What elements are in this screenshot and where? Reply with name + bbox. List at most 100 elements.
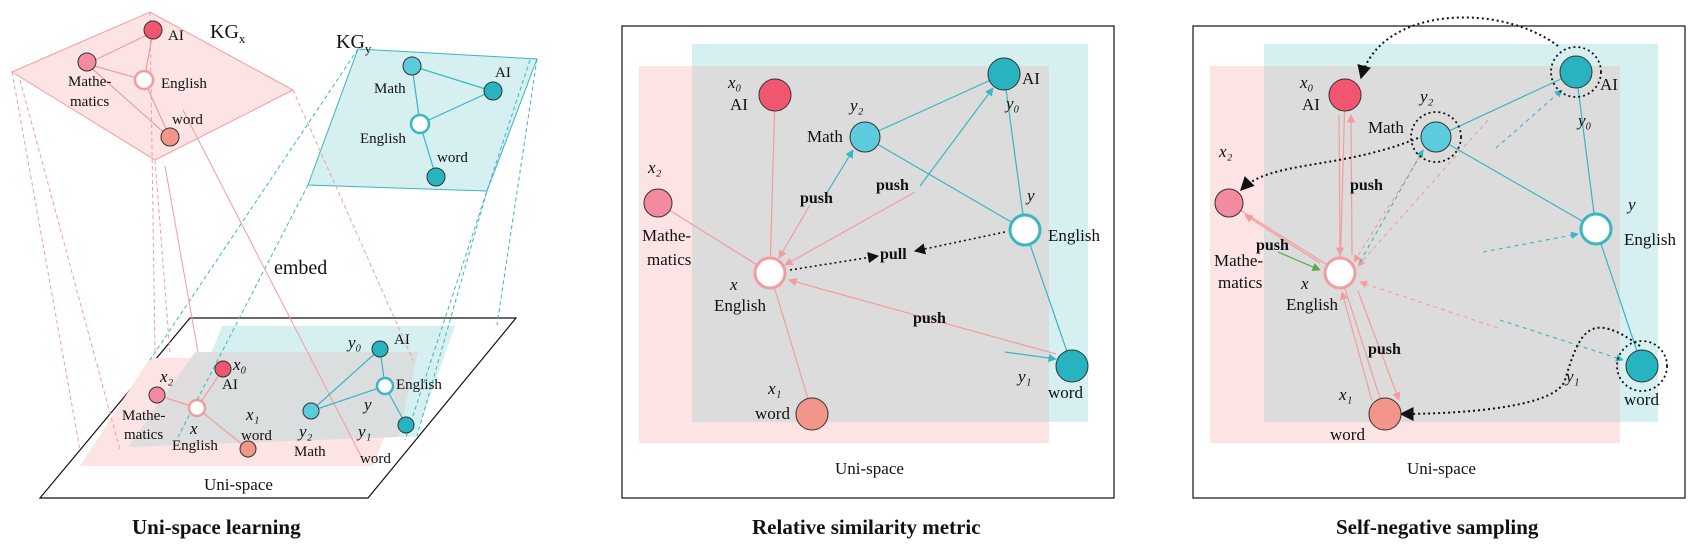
kgy-node-math — [402, 56, 422, 76]
uni-label-word-x: word — [241, 428, 272, 444]
kgx-label-ai: AI — [168, 28, 184, 44]
uni-label-ai-x: AI — [222, 377, 238, 393]
panel3-label-y1: y₁ — [1564, 367, 1579, 386]
uni-label-word-y: word — [360, 451, 391, 467]
panel3-teal-edges — [1435, 71, 1643, 367]
panel2-node-y1 — [1055, 349, 1089, 383]
uni-overlap-region — [128, 352, 418, 447]
kgy-label-english: English — [360, 131, 406, 147]
panel2-label-math-y: Math — [807, 127, 843, 146]
uni-label-math-y: Math — [294, 444, 326, 460]
panel3-label-y: y — [1626, 195, 1636, 214]
panel2-label-word-x: word — [755, 404, 790, 423]
panel3-halos — [1410, 46, 1668, 392]
kgx-label-english: English — [161, 76, 207, 92]
uni-node-y1 — [397, 416, 415, 434]
panel2-label-x1: x₁ — [767, 379, 781, 398]
panel2-node-x2 — [643, 188, 673, 218]
panel3-label-math-x-2: matics — [1218, 273, 1262, 292]
panel2-pull: pull — [880, 246, 907, 263]
kgy-node-word — [426, 167, 446, 187]
uni-node-x — [187, 398, 207, 418]
uni-label-x: x — [189, 419, 198, 438]
panel3-label-math-y: Math — [1368, 118, 1404, 137]
kgx-label-word: word — [172, 112, 203, 128]
panel3-label-x2: x₂ — [1218, 142, 1233, 161]
uni-label-x2: x₂ — [159, 367, 174, 386]
panel3-label-math-x-1: Mathe- — [1214, 251, 1263, 270]
panel2-label-english-y: English — [1048, 226, 1100, 245]
panel3-push-green — [1277, 251, 1321, 271]
panel2-node-y0 — [987, 57, 1021, 91]
panel2-overlap-region — [692, 66, 1049, 422]
kgy-projection-lines — [149, 48, 538, 441]
uni-label-english-x: English — [172, 438, 218, 454]
panel3-node-y2 — [1420, 121, 1452, 153]
uni-label-english-y: English — [396, 377, 442, 393]
panel3-self-negative-arrows — [1240, 16, 1641, 421]
uni-node-x1 — [239, 440, 257, 458]
kgx-label-math-2: matics — [70, 94, 109, 110]
kgx-node-ai — [143, 20, 163, 40]
panel2-pull-arrows — [789, 231, 1006, 271]
panel2-label-y2: y₂ — [848, 96, 864, 115]
uni-label-y: y — [362, 395, 372, 414]
panel2-label-word-y: word — [1048, 383, 1083, 402]
panel2-teal-edges — [864, 73, 1073, 367]
panel3-dashed-teal — [1359, 89, 1624, 362]
panel2-label-math-x-2: matics — [647, 250, 691, 269]
kgx-label-math-1: Mathe- — [68, 74, 111, 90]
panel3-push-arrows-pink — [1244, 114, 1401, 402]
kgx-projection-lines — [11, 11, 414, 451]
uni-node-y0 — [371, 340, 389, 358]
caption-uni-space-learning: Uni-space learning — [132, 515, 301, 539]
panel2-push-arrows-teal — [824, 87, 1057, 363]
panel3-node-y1 — [1625, 349, 1659, 383]
panel2-push-1: push — [800, 190, 833, 207]
panel3-label-x: x — [1300, 274, 1309, 293]
panel3-push-1: push — [1350, 177, 1383, 194]
panel2-label-x0: x₀ — [727, 73, 742, 92]
panel2-push-arrows-pink — [778, 204, 811, 259]
panel2-pink-edges — [657, 94, 813, 413]
uni-node-x2 — [148, 386, 166, 404]
panel2-label-y: y — [1025, 186, 1035, 205]
kgy-node-ai — [483, 81, 503, 101]
panel2-node-x0 — [758, 78, 792, 112]
uni-label-math-x-2: matics — [124, 427, 163, 443]
panel3-label-english-y: English — [1624, 230, 1676, 249]
panel3-label-ai-y: AI — [1600, 75, 1618, 94]
uni-label-y0: y₀ — [346, 333, 362, 352]
panel2-label-ai-y: AI — [1022, 69, 1040, 88]
panel2-node-x — [753, 256, 787, 290]
uni-node-y2 — [302, 402, 320, 420]
panel2-label-y1: y₁ — [1016, 367, 1031, 386]
panel2-push-3: push — [913, 310, 946, 327]
kgx-solid-projection — [164, 109, 363, 459]
panel3-label-x1: x₁ — [1338, 385, 1352, 404]
uni-space-label-1: Uni-space — [204, 475, 273, 494]
kgy-label-math: Math — [374, 81, 406, 97]
caption-self-negative-sampling: Self-negative sampling — [1336, 515, 1539, 539]
kgy-title: KGy — [336, 31, 372, 56]
panel-self-negative-sampling: x₀ AI x₂ Mathe- matics x English x₁ word… — [1192, 16, 1686, 539]
kgy-label-word: word — [437, 150, 468, 166]
panel2-label-x2: x₂ — [647, 158, 662, 177]
panel3-node-x1 — [1368, 397, 1402, 431]
panel3-label-x0: x₀ — [1299, 73, 1314, 92]
panel2-label-x: x — [729, 275, 738, 294]
panel3-label-y0: y₀ — [1576, 111, 1592, 130]
panel-uni-space-learning: AI Mathe- matics English word KGx Math A… — [10, 11, 538, 539]
kgy-label-ai: AI — [495, 65, 511, 81]
uni-label-y1: y₁ — [356, 422, 371, 441]
uni-label-x1: x₁ — [245, 405, 259, 424]
panel3-label-word-x: word — [1330, 425, 1365, 444]
kgy-node-english — [409, 113, 431, 135]
panel3-node-x0 — [1328, 78, 1362, 112]
panel2-node-y — [1008, 213, 1042, 247]
panel3-node-x2 — [1214, 188, 1244, 218]
panel3-dashed-pink — [1353, 119, 1499, 329]
panel3-label-english-x: English — [1286, 295, 1338, 314]
panel2-node-y2 — [849, 121, 881, 153]
